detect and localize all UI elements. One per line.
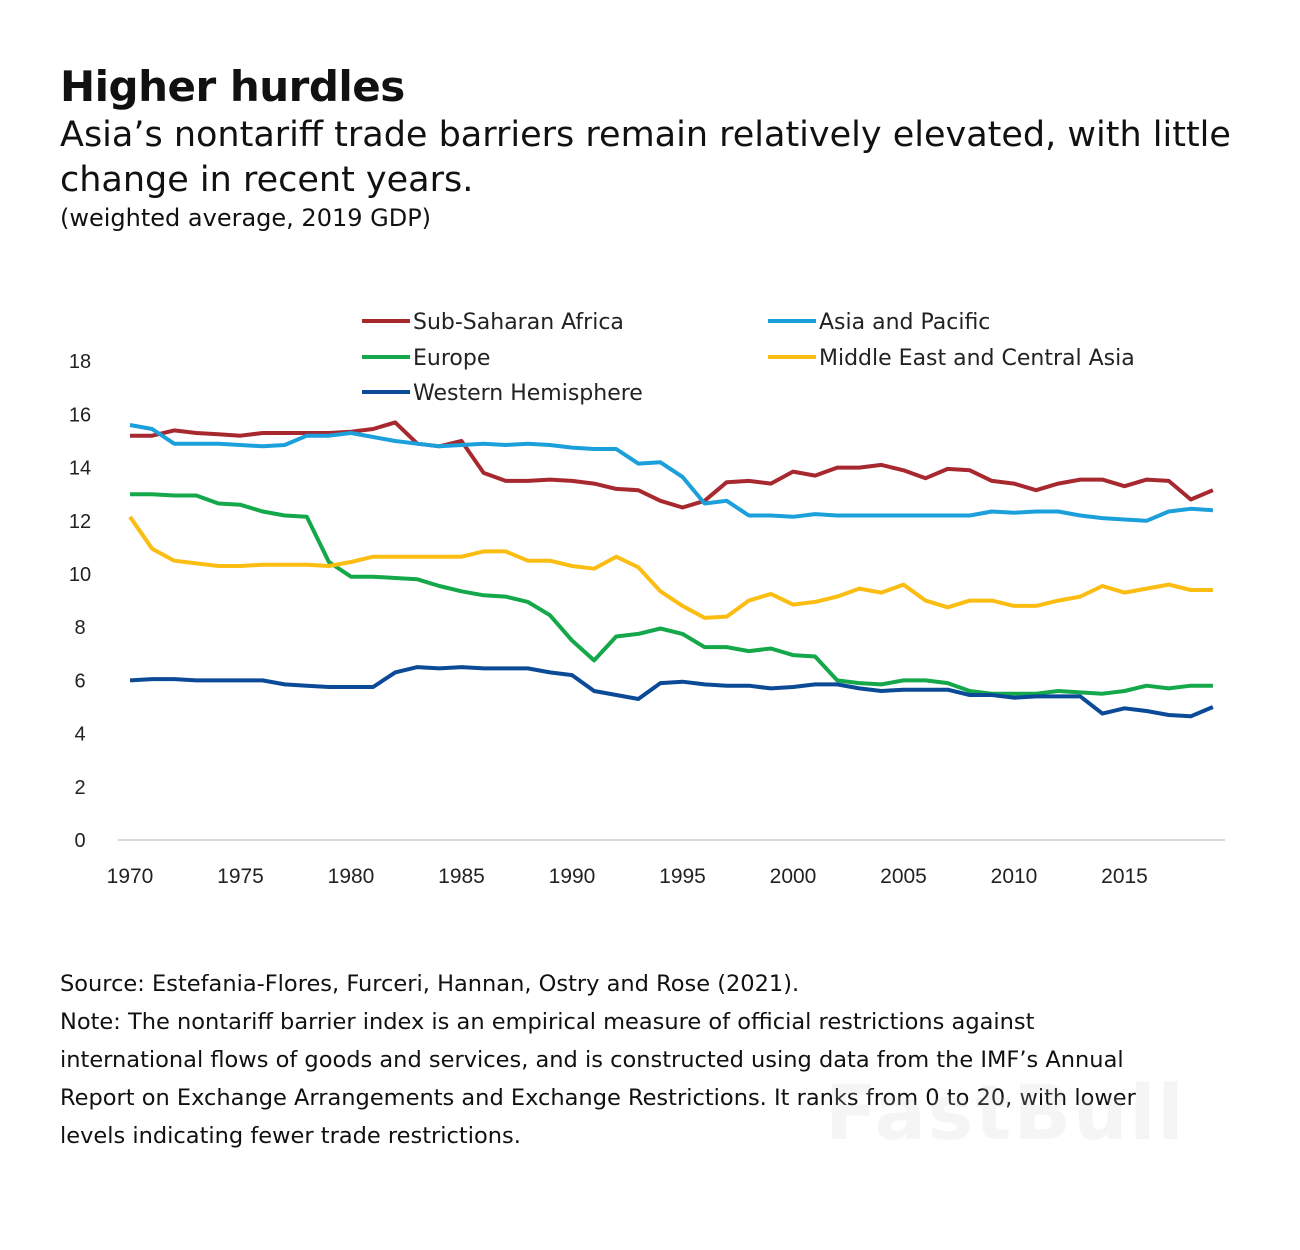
x-tick-label: 1975 bbox=[217, 865, 264, 888]
note-line: Note: The nontariff barrier index is an … bbox=[60, 1009, 1035, 1035]
unit-note: (weighted average, 2019 GDP) bbox=[60, 204, 432, 232]
note-line: levels indicating fewer trade restrictio… bbox=[60, 1123, 521, 1149]
y-tick-label: 8 bbox=[74, 617, 85, 639]
y-tick-label: 18 bbox=[69, 351, 91, 373]
series-line-asia-and-pacific bbox=[129, 423, 1214, 523]
y-tick-label: 0 bbox=[74, 830, 85, 852]
y-tick-label: 2 bbox=[74, 777, 85, 799]
y-tick-label: 14 bbox=[69, 458, 91, 480]
legend-label: Asia and Pacific bbox=[819, 310, 990, 335]
x-tick-label: 2000 bbox=[770, 865, 817, 888]
legend-label: Middle East and Central Asia bbox=[819, 346, 1135, 371]
watermark-logo: FastBull bbox=[825, 1068, 1186, 1157]
series-line-sub-saharan-africa bbox=[130, 420, 1214, 510]
series-line-europe bbox=[130, 492, 1213, 696]
series-line-western-hemisphere bbox=[129, 665, 1214, 719]
legend-label: Europe bbox=[413, 346, 490, 371]
series-line-middle-east-and-central-asia bbox=[128, 515, 1213, 620]
y-tick-label: 6 bbox=[74, 670, 85, 692]
x-tick-label: 1990 bbox=[549, 865, 596, 888]
y-tick-label: 10 bbox=[69, 564, 91, 586]
legend-label: Western Hemisphere bbox=[413, 381, 643, 406]
x-tick-label: 1995 bbox=[659, 865, 706, 888]
y-tick-label: 4 bbox=[74, 724, 85, 746]
source-text: Source: Estefania-Flores, Furceri, Hanna… bbox=[60, 971, 800, 997]
chart-footer: Source: Estefania-Flores, Furceri, Hanna… bbox=[60, 965, 1230, 1155]
note-line: international flows of goods and service… bbox=[60, 1047, 1124, 1073]
x-tick-label: 1970 bbox=[107, 865, 154, 888]
x-tick-label: 1985 bbox=[438, 865, 485, 888]
x-tick-label: 1980 bbox=[328, 865, 375, 888]
x-tick-label: 2015 bbox=[1101, 865, 1148, 888]
y-tick-label: 12 bbox=[69, 511, 91, 533]
chart-subtitle: Asia’s nontariff trade barriers remain r… bbox=[60, 115, 1231, 200]
y-tick-label: 16 bbox=[69, 404, 91, 426]
legend-label: Sub-Saharan Africa bbox=[413, 310, 624, 335]
note-line: Report on Exchange Arrangements and Exch… bbox=[60, 1085, 1136, 1111]
line-chart: 0 2 4 6 8 10 12 14 16 18 1970 1975 1980 1985 1990 1995 2… bbox=[69, 310, 1225, 888]
x-tick-label: 2010 bbox=[991, 865, 1038, 888]
x-tick-label: 2005 bbox=[880, 865, 927, 888]
chart-title: Higher hurdles bbox=[60, 62, 405, 111]
